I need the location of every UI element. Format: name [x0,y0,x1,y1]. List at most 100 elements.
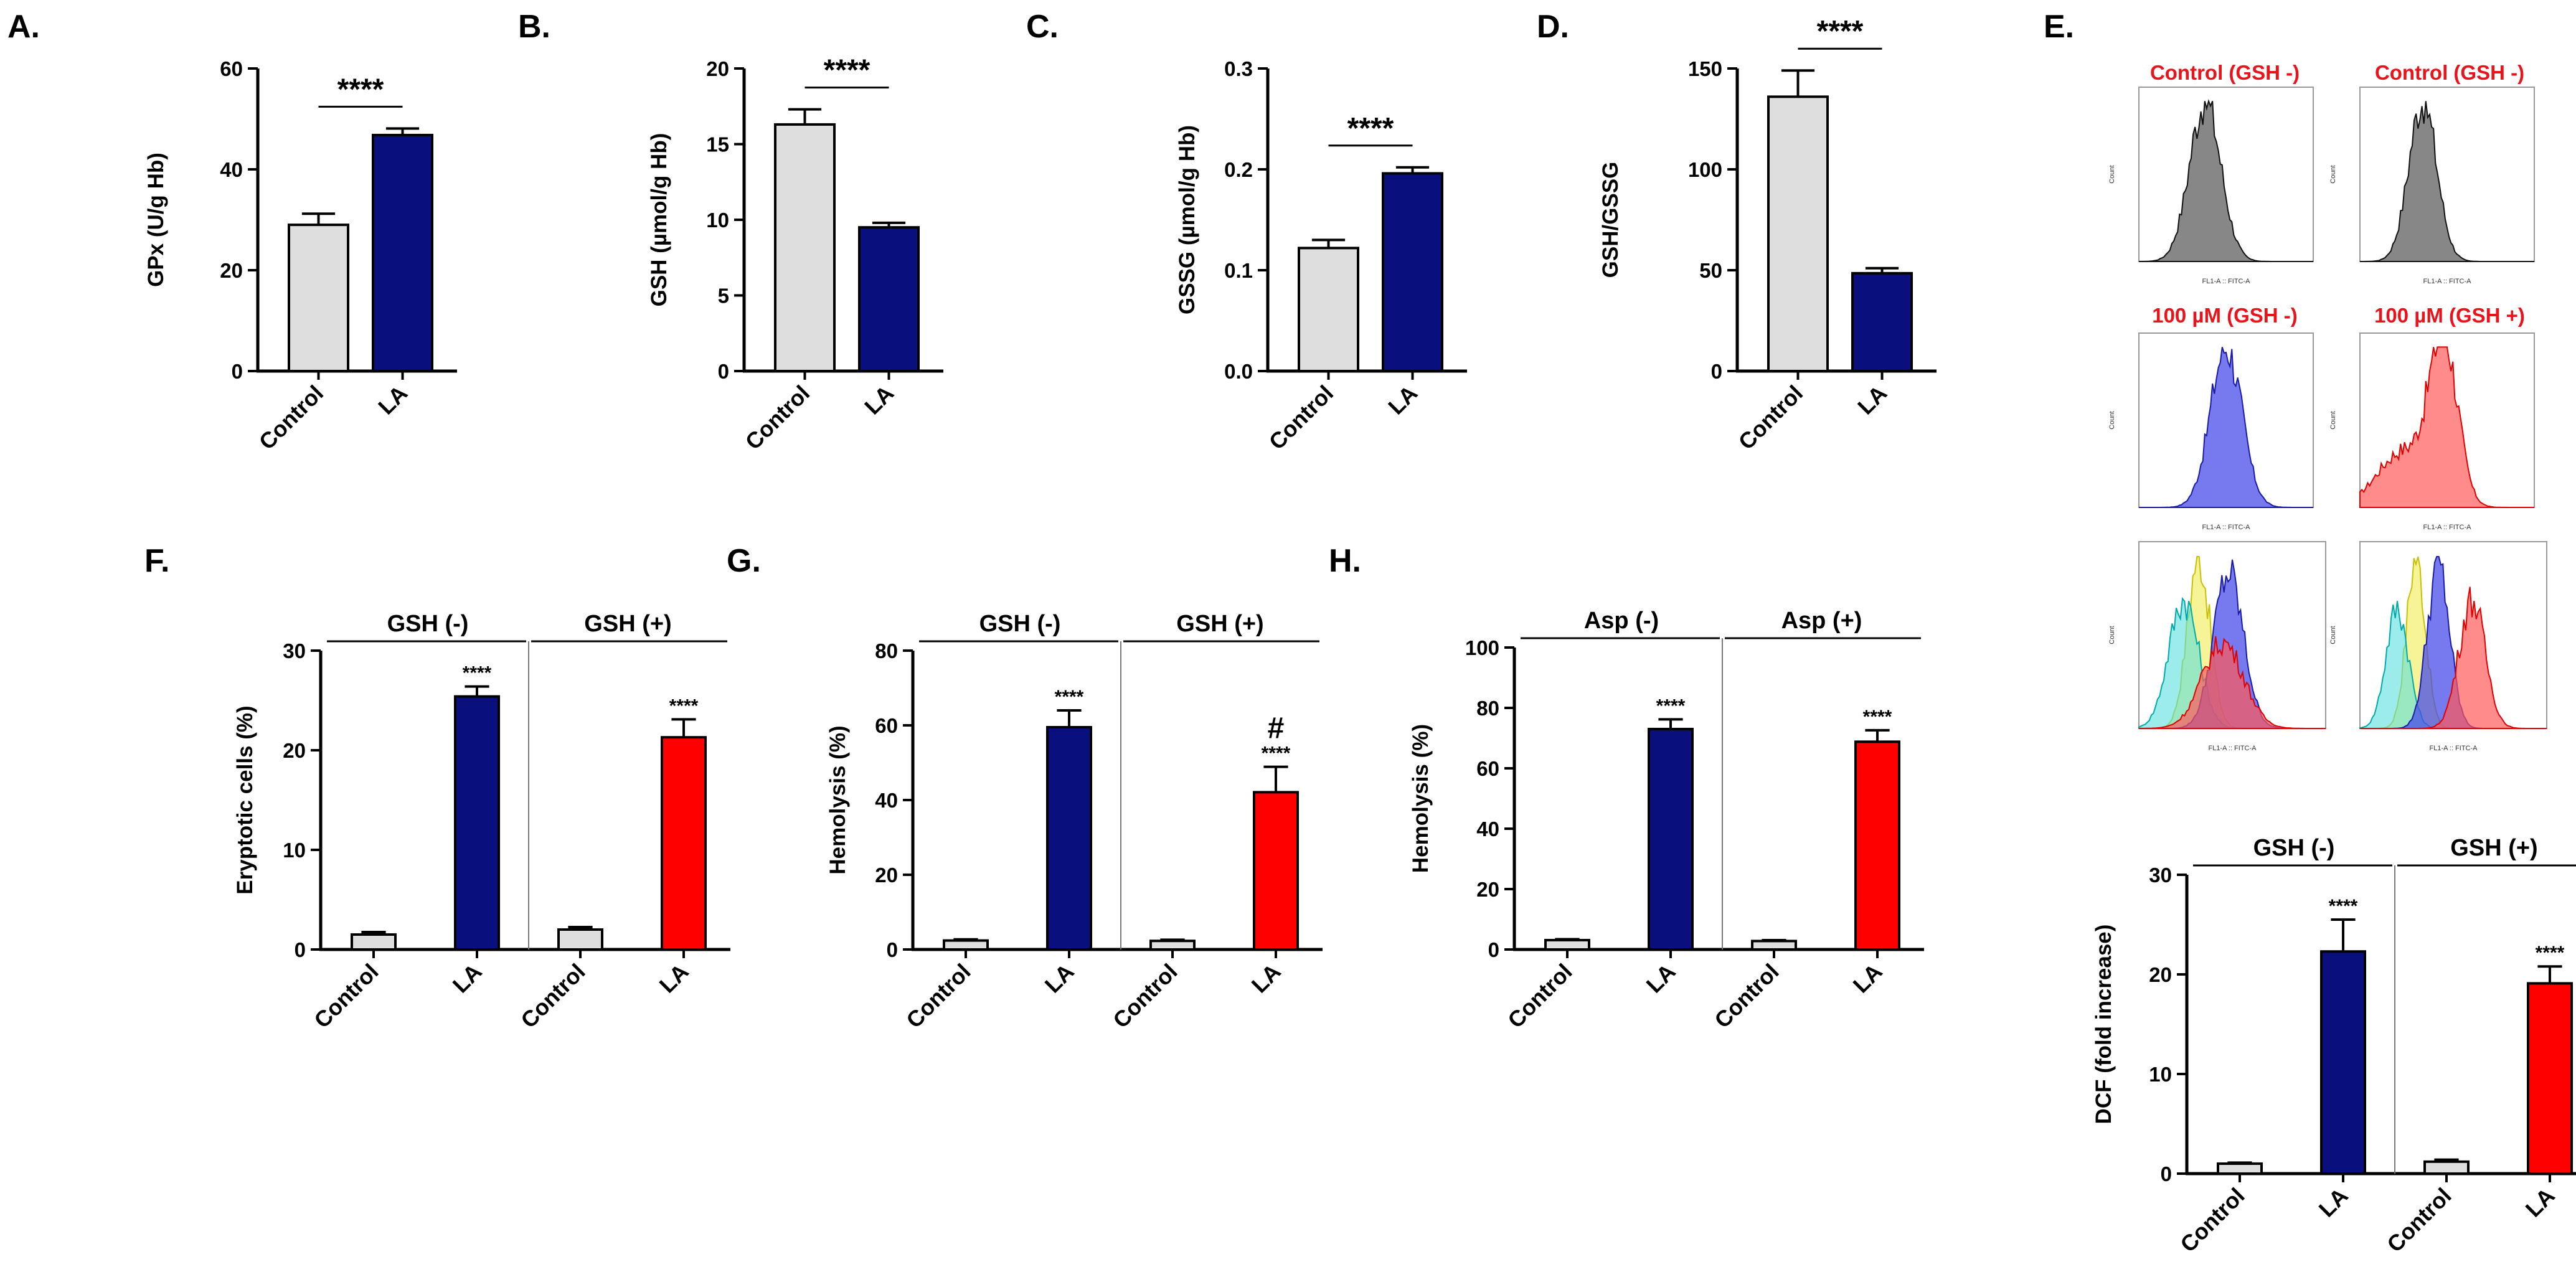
panel-label: B. [518,9,550,45]
bar [372,133,433,372]
bar [1298,247,1359,372]
x-tick-label: Control [2382,1183,2456,1257]
x-tick-label: LA [1848,959,1887,998]
chart-5: F. 0 10 20 30 Eryptotic cells (%) Control LA ***… [144,543,730,1033]
significance-label: **** [669,695,699,716]
bar [454,695,500,951]
y-tick-label: 0.3 [1224,57,1253,80]
y-tick-label: 15 [706,133,729,156]
bar [1851,271,1913,372]
y-tick-label: 10 [283,839,306,862]
count-label: Count [2329,626,2337,644]
y-tick-label: 0 [718,360,729,383]
y-tick-label: 50 [1699,259,1722,282]
fitc-axis-label: FL1-A :: FITC-A [2202,524,2250,531]
y-axis-label: Hemolysis (%) [1408,724,1433,873]
y-tick-label: 0 [295,938,306,961]
y-tick-label: 10 [2149,1063,2172,1086]
fitc-axis-label: FL1-A :: FITC-A [2202,278,2250,285]
chart-6: G. 0 20 40 60 80 Hemolysis (%) Control LA **** Con… [727,543,1323,1033]
panel-label: D. [1537,9,1569,45]
significance-label: **** [1262,743,1291,764]
fitc-axis-label: FL1-A :: FITC-A [2208,745,2257,752]
y-tick-label: 20 [1476,878,1499,901]
y-tick-label: 150 [1688,57,1722,80]
panel-label: H. [1329,543,1361,579]
y-tick-label: 60 [1476,757,1499,780]
y-tick-label: 0 [887,938,898,961]
x-tick-label: Control [2175,1183,2249,1257]
histogram-trace [2359,346,2534,508]
x-tick-label: LA [373,380,412,420]
y-tick-label: 0.2 [1224,158,1253,181]
y-tick-label: 40 [220,158,243,181]
significance-label: **** [1863,707,1892,727]
histogram-trace [2139,347,2313,508]
panel-label: C. [1026,9,1059,45]
bar [1854,740,1900,951]
bar [1544,938,1590,951]
significance-label: **** [337,73,384,106]
x-tick-label: Control [309,959,383,1033]
chart-2: B. 0 5 10 15 20 GSH (µmol/g Hb) Control LA **** [518,9,943,455]
y-axis-label: GSH (µmol/g Hb) [647,133,671,307]
hash-annotation: # [1268,712,1285,745]
y-axis-label: Eryptotic cells (%) [233,705,257,894]
bar [2320,950,2366,1175]
bar [2527,982,2573,1175]
x-tick-label: LA [1852,380,1892,420]
y-tick-label: 5 [718,285,729,308]
chart-3: C. 0.0 0.1 0.2 0.3 GSSG (µmol/g Hb) Control LA *… [1026,9,1467,455]
bar [351,933,397,951]
group-label: GSH (-) [2253,835,2335,861]
histogram-trace [2138,636,2326,729]
count-label: Count [2108,626,2116,644]
chart-8: 0 10 20 30 DCF (fold increase) Control LA **** C… [2092,835,2576,1257]
x-tick-label: LA [1247,959,1286,998]
x-tick-label: Control [740,380,814,455]
group-label: GSH (-) [387,611,469,637]
bar [288,224,349,372]
y-axis-label: GSSG (µmol/g Hb) [1175,125,1199,314]
y-tick-label: 0.0 [1224,360,1253,383]
y-tick-label: 20 [875,864,898,887]
x-tick-label: LA [859,380,899,420]
y-tick-label: 60 [875,714,898,737]
bar [1046,726,1092,951]
flow-title-2: Control (GSH -) [2375,61,2524,84]
chart-4: D. 0 50 100 150 GSH/GSSG Control LA **** [1537,9,1937,455]
y-tick-label: 100 [1465,636,1499,659]
x-tick-label: Control [1734,380,1808,455]
flow-title-3: 100 µM (GSH -) [2152,304,2298,327]
chart-7: H. 0 20 40 60 80 100 Hemolysis (%) Control LA ****… [1329,543,1924,1033]
bar [1149,940,1196,951]
y-tick-label: 20 [283,739,306,762]
group-label: GSH (+) [1176,611,1263,637]
y-tick-label: 20 [706,57,729,80]
significance-label: **** [1347,112,1394,145]
bar [1253,791,1299,951]
bar [1751,940,1797,951]
bar [1382,172,1443,372]
x-tick-label: LA [654,959,694,998]
group-label: Asp (-) [1584,608,1659,634]
group-label: GSH (+) [2450,835,2537,861]
x-tick-label: Control [1503,959,1577,1033]
y-tick-label: 0 [232,360,243,383]
x-tick-label: LA [1383,380,1422,420]
x-tick-label: LA [1040,959,1079,998]
fitc-axis-label: FL1-A :: FITC-A [2423,524,2471,531]
significance-label: **** [2536,943,2565,963]
histogram-trace [2360,101,2534,262]
y-tick-label: 30 [2149,864,2172,887]
significance-label: **** [824,54,870,87]
y-axis-label: GPx (U/g Hb) [144,153,168,287]
y-axis-label: GSH/GSSG [1598,162,1623,278]
y-tick-label: 80 [875,639,898,662]
x-tick-label: Control [1108,959,1182,1033]
y-tick-label: 80 [1476,697,1499,720]
y-tick-label: 0 [2161,1162,2172,1185]
